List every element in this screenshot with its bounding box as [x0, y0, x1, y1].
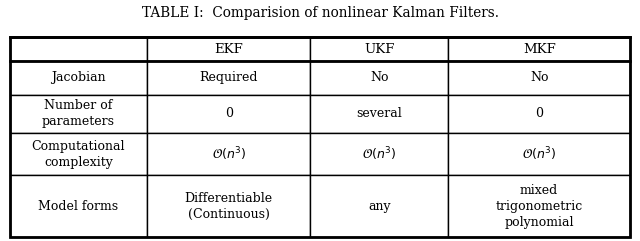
Bar — [448, 61, 630, 95]
Text: Jacobian: Jacobian — [51, 71, 106, 84]
Bar — [147, 175, 310, 237]
Bar — [310, 175, 448, 237]
Text: several: several — [356, 107, 402, 120]
Bar — [10, 133, 147, 175]
Bar — [147, 133, 310, 175]
Bar — [310, 61, 448, 95]
Text: No: No — [370, 71, 388, 84]
Text: $\mathcal{O}(n^3)$: $\mathcal{O}(n^3)$ — [212, 145, 246, 163]
Bar — [10, 95, 147, 133]
Bar — [10, 175, 147, 237]
Bar — [310, 133, 448, 175]
Bar — [448, 133, 630, 175]
Bar — [448, 95, 630, 133]
Text: $\mathcal{O}(n^3)$: $\mathcal{O}(n^3)$ — [522, 145, 556, 163]
Bar — [10, 61, 147, 95]
Text: $\mathcal{O}(n^3)$: $\mathcal{O}(n^3)$ — [362, 145, 396, 163]
Bar — [147, 61, 310, 95]
Text: Computational
complexity: Computational complexity — [31, 140, 125, 169]
Text: Number of
parameters: Number of parameters — [42, 99, 115, 128]
Text: Differentiable
(Continuous): Differentiable (Continuous) — [185, 192, 273, 221]
Text: Model forms: Model forms — [38, 200, 118, 213]
Bar — [10, 37, 630, 237]
Bar — [448, 175, 630, 237]
Bar — [147, 95, 310, 133]
Text: EKF: EKF — [214, 43, 243, 56]
Bar — [310, 95, 448, 133]
Bar — [310, 37, 448, 61]
Text: Required: Required — [200, 71, 258, 84]
Text: UKF: UKF — [364, 43, 394, 56]
Text: 0: 0 — [225, 107, 233, 120]
Text: MKF: MKF — [523, 43, 556, 56]
Text: 0: 0 — [535, 107, 543, 120]
Bar — [147, 37, 310, 61]
Bar — [448, 37, 630, 61]
Bar — [10, 37, 147, 61]
Text: TABLE I:  Comparision of nonlinear Kalman Filters.: TABLE I: Comparision of nonlinear Kalman… — [141, 6, 499, 20]
Text: mixed
trigonometric
polynomial: mixed trigonometric polynomial — [495, 184, 583, 229]
Text: any: any — [368, 200, 390, 213]
Text: No: No — [530, 71, 548, 84]
